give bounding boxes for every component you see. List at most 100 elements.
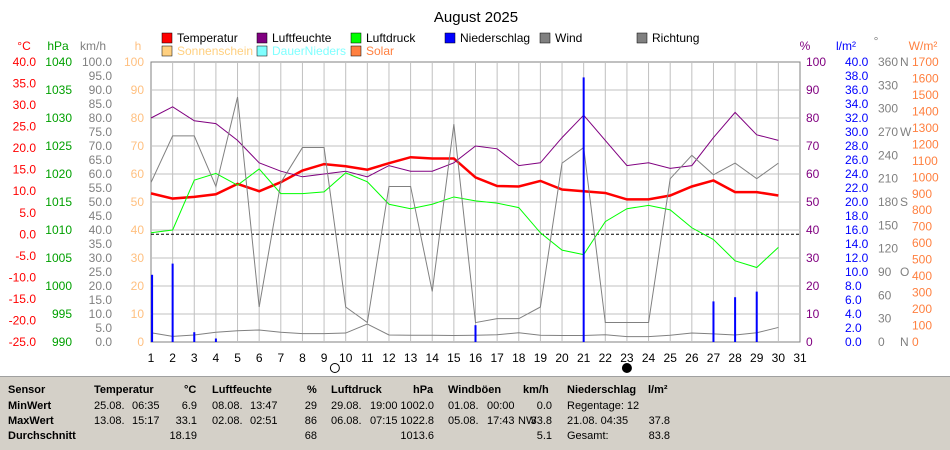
stats-cell-press-val: 1022.8	[400, 415, 434, 427]
axis-tick-label: 100.0	[82, 55, 112, 69]
full-moon-icon	[329, 363, 340, 373]
x-tick-label: 3	[191, 351, 198, 365]
axis-tick-label: -25.0	[9, 335, 37, 349]
stats-cell-press-time: 07:15	[370, 415, 398, 427]
axis-tick-label: 15.0	[89, 293, 113, 307]
axis-tick-label: 16.0	[845, 223, 869, 237]
x-tick-label: 13	[404, 351, 418, 365]
axis-tick-label: 10.0	[13, 184, 37, 198]
chart-title: August 2025	[434, 9, 518, 26]
axis-tick-label: 60	[131, 167, 145, 181]
axis-tick-label: 1005	[45, 251, 72, 265]
axis-tick-label: 1300	[912, 121, 939, 135]
stats-header-temp-unit: °C	[184, 384, 197, 396]
axis-tick-label: 1200	[912, 137, 939, 151]
x-tick-label: 2	[169, 351, 176, 365]
axis-tick-label: 995	[52, 307, 72, 321]
x-tick-label: 5	[234, 351, 241, 365]
rain-bar	[214, 338, 217, 342]
legend-label: Sonnenschein	[177, 44, 253, 58]
stats-header-rain: Niederschlag	[567, 384, 637, 396]
x-tick-label: 9	[321, 351, 328, 365]
x-tick-label: 6	[256, 351, 263, 365]
x-tick-label: 20	[555, 351, 569, 365]
stats-cell-wind-date: 05.08.	[448, 415, 479, 427]
axis-tick-label: 24.0	[845, 167, 869, 181]
axis-tick-label: 1020	[45, 167, 72, 181]
stats-header-hum-unit: %	[307, 384, 317, 396]
axis-tick-label: 180	[878, 195, 898, 209]
stats-cell-press-date: 29.08.	[331, 400, 362, 412]
axis-tick-label: 0	[912, 335, 919, 349]
legend-swatch	[161, 45, 173, 57]
stats-cell-wind-time: 00:00	[487, 400, 515, 412]
axis-tick-label: 25.0	[13, 120, 37, 134]
axis-tick-label: 0	[878, 335, 885, 349]
axis-tick-label: S	[900, 195, 908, 209]
axis-tick-label: 360	[878, 55, 898, 69]
axis-tick-label: 50	[131, 195, 145, 209]
stats-header-hum: Luftfeuchte	[212, 384, 272, 396]
axis-tick-label: 40.0	[89, 223, 113, 237]
x-tick-label: 25	[664, 351, 678, 365]
axis-tick-label: 90	[806, 83, 820, 97]
axis-tick-label: 50	[806, 195, 820, 209]
axis-tick-label: 90	[131, 83, 145, 97]
axis-tick-label: 0.0	[845, 335, 862, 349]
axis-tick-label: 1100	[912, 154, 938, 168]
axis-tick-label: 1700	[912, 55, 939, 69]
axis-tick-label: 100	[124, 55, 144, 69]
x-tick-label: 18	[512, 351, 526, 365]
axis-tick-label: 90.0	[89, 83, 113, 97]
axis-tick-label: 14.0	[845, 237, 869, 251]
axis-tick-label: 600	[912, 236, 932, 250]
axis-tick-label: 30	[131, 251, 145, 265]
stats-cell-wind-time: 17:43	[487, 415, 515, 427]
axis-tick-label: 15.0	[13, 163, 37, 177]
axis-tick-label: 1010	[45, 223, 72, 237]
stats-cell-wind-dir: NW	[518, 415, 537, 427]
axis-tick-label: 75.0	[89, 125, 113, 139]
stats-cell-hum-time: 02:51	[250, 415, 278, 427]
axis-tick-label: 270	[878, 125, 898, 139]
stats-header-wind: Windböen	[448, 384, 502, 396]
x-tick-label: 22	[599, 351, 613, 365]
axis-tick-label: 990	[52, 335, 72, 349]
axis-tick-label: 45.0	[89, 209, 113, 223]
axis-unit-label: %	[800, 39, 811, 53]
legend-swatch	[444, 32, 456, 44]
stats-header-press: Luftdruck	[331, 384, 382, 396]
x-tick-label: 7	[277, 351, 284, 365]
axis-tick-label: 30.0	[845, 125, 869, 139]
axis-tick-label: -20.0	[9, 313, 37, 327]
axis-tick-label: W	[900, 125, 912, 139]
axis-unit-label: h	[135, 39, 142, 53]
legend-swatch	[161, 32, 173, 44]
x-tick-label: 29	[750, 351, 764, 365]
stats-cell-temp-time: 15:17	[132, 415, 160, 427]
axis-tick-label: -5.0	[15, 249, 36, 263]
axis-tick-label: O	[900, 265, 909, 279]
statistics-panel: Sensor Temperatur °C Luftfeuchte % Luftd…	[0, 376, 950, 450]
axis-tick-label: 2.0	[845, 321, 862, 335]
axis-tick-label: N	[900, 335, 909, 349]
stats-cell-temp-val: 18.19	[169, 430, 197, 442]
rain-bar	[171, 263, 174, 342]
axis-tick-label: 150	[878, 218, 898, 232]
legend-label: Luftfeuchte	[272, 31, 332, 45]
x-tick-label: 4	[213, 351, 220, 365]
x-tick-label: 23	[620, 351, 634, 365]
axis-tick-label: 1015	[45, 195, 72, 209]
axis-tick-label: 80	[806, 111, 820, 125]
axis-tick-label: 20.0	[845, 195, 869, 209]
axis-tick-label: 20	[131, 279, 145, 293]
axis-tick-label: 5.0	[95, 321, 112, 335]
axis-tick-label: 700	[912, 220, 932, 234]
x-tick-label: 26	[685, 351, 699, 365]
axis-tick-label: 240	[878, 148, 898, 162]
axis-tick-label: 1030	[45, 111, 72, 125]
series-line-luftfeuchte	[150, 106, 779, 178]
axis-tick-label: 10.0	[845, 265, 869, 279]
legend-swatch	[636, 32, 648, 44]
x-tick-label: 14	[426, 351, 440, 365]
